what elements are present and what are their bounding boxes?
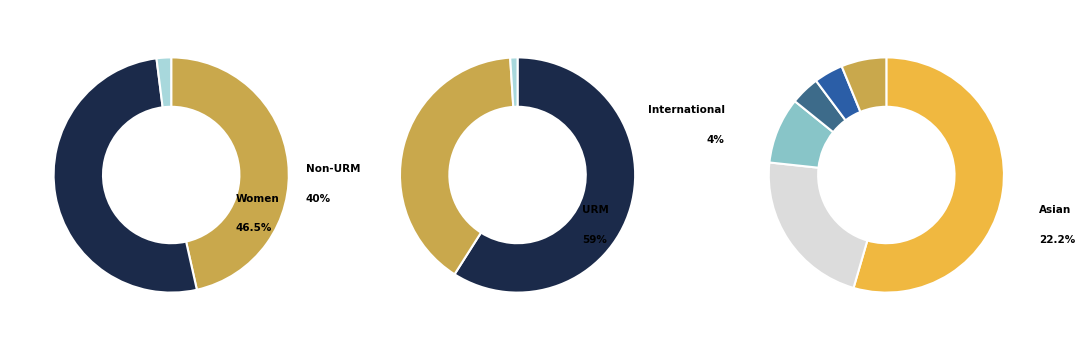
Text: 22.2%: 22.2% [1039, 235, 1076, 245]
Wedge shape [769, 162, 867, 288]
Text: URM: URM [582, 205, 609, 215]
Text: Asian: Asian [1039, 205, 1071, 215]
Text: 4%: 4% [706, 135, 725, 145]
Text: 40%: 40% [306, 194, 330, 203]
Text: International: International [648, 105, 725, 115]
Wedge shape [841, 57, 887, 112]
Wedge shape [795, 81, 846, 132]
Wedge shape [54, 58, 197, 293]
Wedge shape [769, 101, 834, 168]
Wedge shape [853, 57, 1004, 293]
Wedge shape [157, 57, 172, 107]
Text: 46.5%: 46.5% [235, 223, 272, 233]
Wedge shape [816, 66, 861, 120]
Text: Women: Women [235, 194, 280, 203]
Text: 59%: 59% [582, 235, 607, 245]
Wedge shape [455, 57, 635, 293]
Wedge shape [172, 57, 288, 290]
Text: Non-URM: Non-URM [306, 164, 361, 174]
Wedge shape [510, 57, 517, 107]
Wedge shape [400, 58, 513, 274]
